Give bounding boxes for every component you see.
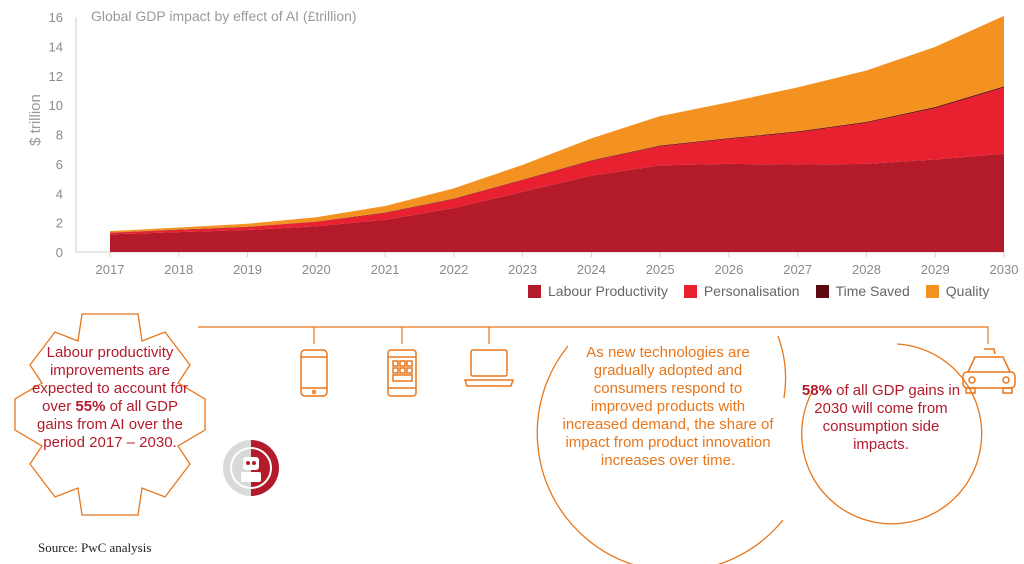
area-labour-productivity (110, 153, 1004, 252)
x-axis-ticks: 2017 2018 2019 2020 2021 2022 2023 2024 2025 2026… (96, 252, 1019, 277)
y-tick-label: 2 (56, 216, 63, 231)
y-tick-label: 16 (49, 10, 63, 25)
legend-label: Quality (945, 283, 990, 299)
source-note: Source: PwC analysis (38, 540, 152, 555)
gear-outline-icon (14, 313, 206, 516)
consumption-circle (801, 343, 983, 525)
consumption-callout: 58% of all GDP gains in 2030 will come f… (794, 382, 968, 454)
area-personalisation (110, 87, 1004, 235)
innovation-bracket-arc (536, 345, 784, 564)
stacked-areas (110, 15, 1004, 252)
x-tick-label: 2026 (714, 262, 743, 277)
laptop-icon (463, 349, 515, 387)
x-tick-label: 2018 (164, 262, 193, 277)
consumption-percentage: 58% (801, 382, 832, 399)
car-icon (962, 348, 1016, 394)
legend-swatch (528, 284, 541, 298)
x-tick-label: 2030 (990, 262, 1019, 277)
productivity-text-pre: Labour productivity improvements are exp… (32, 344, 188, 415)
y-tick-label: 14 (49, 39, 63, 54)
tablet-icon (387, 349, 417, 397)
innovation-bracket-arc-right (777, 335, 787, 399)
x-tick-label: 2028 (852, 262, 881, 277)
legend-item: Quality (925, 283, 990, 299)
legend-item: Time Saved (815, 283, 910, 299)
y-tick-label: 10 (49, 98, 63, 113)
chart-legend: Labour Productivity Personalisation Time S… (528, 283, 989, 299)
legend-label: Personalisation (703, 283, 800, 299)
legend-swatch (815, 284, 829, 298)
legend-item: Labour Productivity (528, 283, 668, 299)
legend-swatch (683, 284, 697, 298)
smartphone-icon (300, 349, 328, 397)
y-tick-label: 8 (56, 128, 63, 143)
x-tick-label: 2025 (646, 262, 675, 277)
x-tick-label: 2027 (783, 262, 812, 277)
legend-item: Personalisation (683, 283, 800, 299)
productivity-percentage: 55% (75, 398, 106, 415)
x-tick-label: 2017 (96, 262, 125, 277)
legend-label: Labour Productivity (548, 283, 668, 299)
consumption-text: of all GDP gains in 2030 will come from … (814, 382, 961, 453)
y-axis-label: $ trillion (27, 94, 44, 146)
productivity-callout: Labour productivity improvements are exp… (28, 344, 192, 452)
legend-label: Time Saved (835, 283, 910, 299)
x-tick-label: 2023 (508, 262, 537, 277)
connector-line (198, 326, 989, 344)
x-tick-label: 2029 (921, 262, 950, 277)
chart-title: Global GDP impact by effect of AI (£tril… (91, 8, 357, 24)
x-tick-label: 2019 (233, 262, 262, 277)
innovation-callout: As new technologies are gradually adopte… (562, 344, 774, 469)
y-tick-label: 0 (56, 245, 63, 260)
y-tick-label: 4 (56, 186, 63, 201)
productivity-text-post: of all GDP gains from AI over the period… (37, 398, 183, 451)
x-tick-label: 2022 (439, 262, 468, 277)
x-tick-label: 2021 (371, 262, 400, 277)
x-tick-label: 2020 (302, 262, 331, 277)
x-tick-label: 2024 (577, 262, 606, 277)
y-tick-label: 6 (56, 157, 63, 172)
y-axis-ticks: 0 2 4 6 8 10 12 14 16 (49, 10, 63, 260)
area-quality (110, 15, 1004, 233)
y-tick-label: 12 (49, 69, 63, 84)
legend-swatch (925, 284, 939, 298)
robot-gear-icon (223, 440, 279, 496)
